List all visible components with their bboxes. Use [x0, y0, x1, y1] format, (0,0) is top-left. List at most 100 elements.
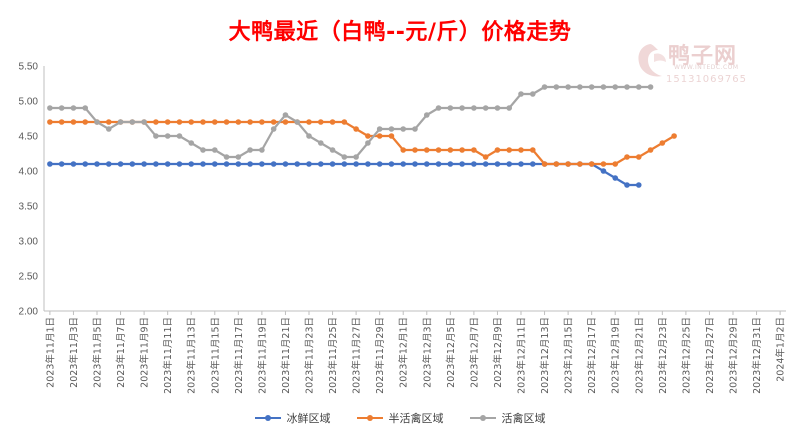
x-tick-label: 2023年12月27日: [704, 317, 716, 394]
data-point: [223, 161, 230, 167]
data-point: [506, 161, 513, 167]
data-point: [518, 147, 524, 153]
data-point: [47, 119, 53, 125]
data-point: [200, 119, 206, 125]
data-point: [376, 161, 383, 167]
legend-label: 活禽区域: [501, 412, 546, 425]
data-point: [518, 91, 524, 97]
data-point: [577, 84, 583, 90]
data-point: [329, 161, 336, 167]
data-point: [117, 119, 124, 125]
data-point: [400, 147, 407, 153]
data-point: [153, 161, 159, 167]
watermark-logo: 鸭子网 WWW.INTEDC.COM 15131069765: [628, 38, 788, 90]
data-point: [565, 84, 571, 90]
watermark-brand: 鸭子网: [668, 43, 738, 69]
data-point: [553, 84, 560, 90]
data-point: [588, 84, 595, 90]
x-tick-label: 2023年12月29日: [728, 317, 740, 394]
x-tick-label: 2023年12月23日: [657, 317, 669, 394]
data-point: [635, 154, 642, 160]
data-point: [624, 182, 630, 188]
data-point: [565, 161, 571, 167]
legend-label: 半活禽区域: [388, 412, 444, 425]
data-point: [471, 147, 477, 153]
data-point: [282, 112, 289, 118]
data-point: [494, 147, 501, 153]
data-point: [459, 105, 465, 111]
data-point: [141, 119, 147, 125]
x-tick-label: 2023年12月19日: [610, 317, 622, 394]
data-point: [270, 161, 277, 167]
x-tick-label: 2023年11月19日: [256, 317, 268, 394]
x-tick-label: 2023年11月27日: [351, 317, 363, 394]
watermark-url: WWW.INTEDC.COM: [674, 64, 739, 71]
watermark-phone: 15131069765: [666, 74, 747, 85]
legend-item: 半活禽区域: [356, 410, 444, 426]
data-point: [635, 182, 642, 188]
x-tick-label: 2023年11月1日: [44, 317, 56, 388]
legend-swatch: [469, 413, 496, 423]
x-tick-label: 2023年12月3日: [421, 317, 433, 388]
x-tick-label: 2023年11月17日: [233, 317, 245, 394]
legend-item: 活禽区域: [469, 410, 546, 426]
data-point: [270, 119, 277, 125]
x-tick-label: 2023年12月13日: [539, 317, 551, 394]
chart-title: 大鸭最近（白鸭--元/斤）价格走势: [228, 20, 572, 45]
x-tick-label: 2023年12月11日: [516, 317, 528, 394]
data-point: [624, 154, 630, 160]
data-point: [388, 161, 395, 167]
data-point: [211, 161, 218, 167]
data-point: [47, 161, 53, 167]
data-point: [353, 126, 359, 132]
data-point: [259, 147, 265, 153]
data-point: [353, 161, 359, 167]
data-point: [577, 161, 583, 167]
x-tick-label: 2023年11月15日: [209, 317, 221, 394]
x-tick-label: 2023年12月15日: [563, 317, 575, 394]
data-point: [400, 126, 407, 132]
data-point: [141, 161, 147, 167]
y-tick-label: 5.50: [19, 62, 39, 73]
data-point: [624, 84, 630, 90]
series-line: [49, 120, 675, 166]
data-point: [188, 140, 195, 146]
y-tick-label: 3.00: [19, 237, 39, 248]
data-point: [317, 140, 324, 146]
data-point: [459, 147, 465, 153]
data-point: [529, 147, 536, 153]
data-point: [164, 133, 171, 139]
data-point: [506, 105, 513, 111]
data-point: [70, 119, 77, 125]
data-point: [176, 161, 183, 167]
data-point: [247, 161, 253, 167]
data-point: [306, 119, 312, 125]
data-point: [105, 119, 112, 125]
y-tick-label: 2.50: [19, 272, 39, 283]
data-point: [459, 161, 465, 167]
x-tick-label: 2023年12月5日: [445, 317, 457, 388]
data-point: [94, 161, 100, 167]
legend-label: 冰鲜区域: [286, 412, 331, 425]
data-point: [612, 175, 619, 181]
data-point: [529, 91, 536, 97]
x-tick-label: 2023年12月21日: [633, 317, 645, 394]
data-point: [164, 119, 171, 125]
data-point: [600, 84, 607, 90]
data-point: [365, 140, 371, 146]
chart-legend: 冰鲜区域 半活禽区域 活禽区域: [0, 410, 800, 426]
data-point: [671, 133, 677, 139]
x-tick-label: 2023年12月7日: [468, 317, 480, 388]
data-point: [647, 147, 654, 153]
data-point: [176, 133, 183, 139]
data-point: [647, 84, 654, 90]
y-tick-label: 5.00: [19, 97, 39, 108]
data-point: [294, 119, 301, 125]
data-point: [282, 161, 289, 167]
data-point: [341, 119, 348, 125]
data-point: [447, 161, 454, 167]
data-point: [600, 161, 607, 167]
data-point: [423, 147, 430, 153]
data-point: [58, 119, 65, 125]
x-tick-label: 2023年11月11日: [162, 317, 174, 394]
